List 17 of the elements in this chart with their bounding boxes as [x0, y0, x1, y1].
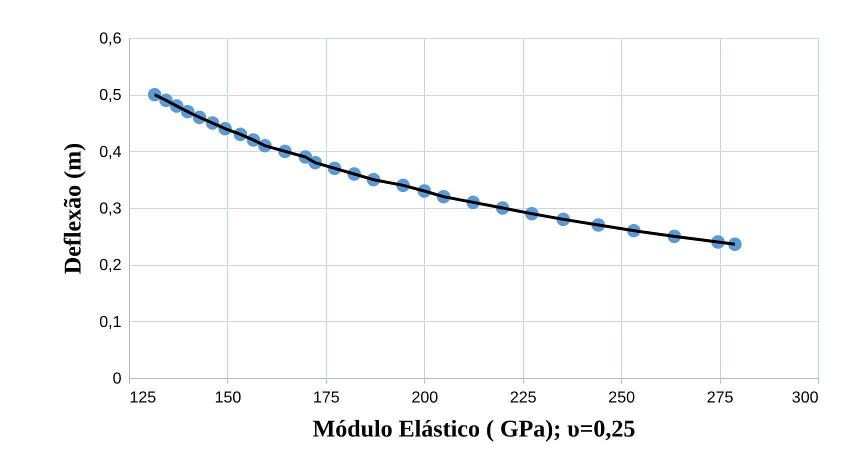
- x-tick-label: 300: [792, 390, 819, 406]
- y-tick-label: 0,2: [99, 257, 122, 274]
- x-axis-title: Módulo Elástico ( GPa); υ=0,25: [312, 416, 636, 442]
- x-tick-label: 150: [214, 390, 242, 406]
- y-tick-label: 0,6: [99, 30, 122, 48]
- x-tick-label: 200: [411, 390, 438, 406]
- x-tick-label: 225: [510, 390, 537, 406]
- x-tick-label: 125: [130, 390, 156, 406]
- y-tick-label: 0,5: [99, 87, 122, 104]
- x-tick-label: 275: [706, 390, 734, 406]
- x-tick-label: 250: [608, 390, 636, 406]
- y-tick-label: 0,3: [99, 200, 122, 218]
- y-tick-label: 0,4: [99, 144, 122, 161]
- y-tick-label: 0,1: [99, 314, 122, 331]
- y-tick-label: 0: [112, 370, 122, 388]
- y-axis-title: Deflexão (m): [60, 142, 86, 274]
- x-tick-label: 175: [313, 390, 340, 406]
